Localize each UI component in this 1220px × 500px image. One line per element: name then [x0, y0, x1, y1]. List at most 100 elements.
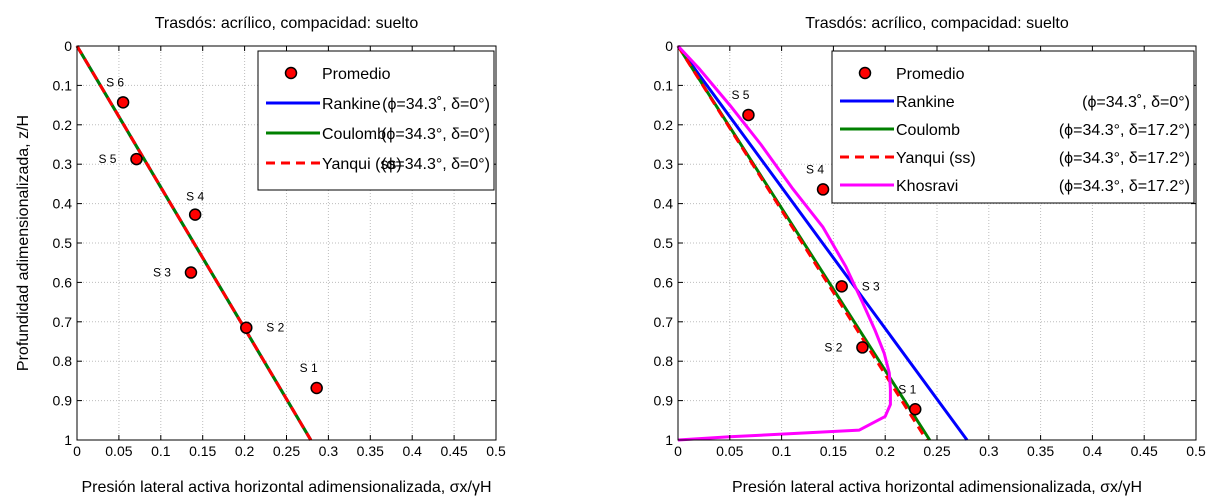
x-tick-label: 0.3: [319, 443, 339, 459]
x-tick-label: 0.15: [820, 443, 847, 459]
point-label: S 2: [266, 321, 284, 335]
data-point: [184, 266, 198, 279]
data-point: [240, 321, 253, 334]
series-line-yanqui-ss: [75, 45, 313, 441]
y-tick-label: 0.5: [53, 235, 73, 251]
legend-params: (ϕ=34.3˚, δ=0°): [1082, 94, 1190, 111]
data-point: [310, 381, 323, 395]
legend-label-promedio: Promedio: [322, 66, 391, 83]
chart-1: S 1 S 2 S 3 S 4 S 5 S 6 0 0.05 0.1 0.15 0.2 0.25 0.3…: [15, 15, 506, 496]
legend-box: [257, 50, 495, 191]
point-label: S 1: [898, 382, 916, 396]
y-tick-label: 0.2: [654, 117, 674, 133]
y-tick-label: 0.6: [53, 274, 73, 290]
data-point: [188, 208, 202, 221]
legend-params: (ϕ=34.3°, δ=17.2°): [1059, 150, 1190, 167]
legend-params: (ϕ=34.3°, δ=0°): [381, 126, 490, 143]
x-tick-label: 0.25: [923, 443, 950, 459]
legend-label-promedio: Promedio: [896, 66, 965, 83]
data-point: [742, 108, 755, 122]
y-tick-label: 0.1: [654, 77, 674, 93]
y-tick-label: 0.7: [654, 314, 674, 330]
x-tick-label: 0.1: [772, 443, 792, 459]
y-tick-label: 0.7: [53, 314, 73, 330]
x-tick-label: 0.05: [105, 443, 132, 459]
x-tick-label: 0.4: [402, 443, 422, 459]
y-tick-label: 0.4: [654, 196, 674, 212]
y-tick-label: 0: [64, 38, 72, 54]
point-label: S 5: [98, 152, 116, 166]
legend-label: Rankine: [896, 94, 955, 111]
legend-params: (ϕ=34.3˚, δ=0°): [382, 96, 490, 113]
x-tick-label: 0.45: [1131, 443, 1158, 459]
y-tick-label: 1: [64, 432, 72, 448]
legend-params: (ϕ=34.3°, δ=17.2°): [1059, 178, 1190, 195]
data-point: [116, 96, 130, 109]
x-tick-label: 0.35: [357, 443, 384, 459]
x-tick-label: 0.35: [1027, 443, 1054, 459]
series-line-rankine: [676, 45, 969, 441]
x-tick-label: 0.5: [486, 443, 506, 459]
x-tick-label: 0.1: [151, 443, 171, 459]
x-tick-label: 0: [674, 443, 682, 459]
y-tick-label: 0.3: [53, 156, 73, 172]
legend-params: (ϕ=34.3°, δ=17.2°): [1059, 122, 1190, 139]
data-point: [908, 403, 922, 416]
legend-params: (ϕ=34.3°, δ=0°): [381, 156, 490, 173]
data-point: [130, 152, 143, 166]
x-tick-label: 0.4: [1083, 443, 1103, 459]
series-line-yanqui-ss: [676, 45, 928, 441]
y-tick-label: 0.1: [53, 77, 73, 93]
legend-label: Yanqui (ss): [896, 150, 976, 167]
x-axis-label: Presión lateral activa horizontal adimen…: [732, 479, 1142, 496]
y-tick-label: 0.9: [53, 393, 73, 409]
chart-title: Trasdós: acrílico, compacidad: suelto: [155, 15, 419, 32]
y-tick-label: 1: [665, 432, 673, 448]
legend-marker-promedio: [858, 66, 872, 80]
y-tick-label: 0.3: [654, 156, 674, 172]
point-label: S 5: [731, 88, 749, 102]
legend: Promedio Rankine (ϕ=34.3˚, δ=0°) Coulomb (ϕ=…: [831, 50, 1195, 204]
chart-2: S 1 S 2 S 3 S 4 S 5 0 0.05 0.1 0.15 0.2 0.25 0.3 0.3…: [654, 15, 1206, 496]
y-tick-label: 0.6: [654, 274, 674, 290]
legend-label: Khosravi: [896, 178, 958, 195]
legend-marker-promedio: [284, 66, 298, 80]
point-label: S 2: [824, 340, 842, 354]
y-tick-label: 0.8: [53, 353, 73, 369]
point-label: S 3: [153, 266, 171, 280]
point-label: S 6: [106, 75, 124, 89]
x-axis-label: Presión lateral activa horizontal adimen…: [81, 479, 491, 496]
legend-label: Coulomb: [322, 126, 386, 143]
point-label: S 4: [186, 190, 204, 204]
legend-label: Coulomb: [896, 122, 960, 139]
x-tick-label: 0.5: [1186, 443, 1206, 459]
x-tick-label: 0.15: [189, 443, 216, 459]
y-tick-label: 0: [665, 38, 673, 54]
x-tick-label: 0.45: [440, 443, 467, 459]
chart-title: Trasdós: acrílico, compacidad: suelto: [805, 15, 1069, 32]
point-label: S 4: [806, 162, 824, 176]
x-tick-label: 0: [73, 443, 81, 459]
y-tick-label: 0.2: [53, 117, 73, 133]
point-label: S 1: [300, 361, 318, 375]
legend-label: Yanqui (ss): [322, 156, 402, 173]
y-axis-label: Profundidad adimensionalizada, z/H: [15, 115, 32, 371]
point-label: S 3: [862, 279, 880, 293]
legend-label: Rankine: [322, 96, 381, 113]
x-tick-label: 0.2: [235, 443, 255, 459]
data-point: [856, 341, 869, 354]
y-tick-label: 0.9: [654, 393, 674, 409]
x-tick-label: 0.2: [875, 443, 895, 459]
x-tick-label: 0.25: [273, 443, 300, 459]
y-tick-label: 0.4: [53, 196, 73, 212]
data-point: [816, 183, 830, 196]
x-tick-label: 0.3: [979, 443, 999, 459]
legend-box: [831, 50, 1195, 204]
x-tick-label: 0.05: [716, 443, 743, 459]
y-tick-label: 0.5: [654, 235, 674, 251]
data-point: [835, 280, 848, 293]
series-line-khosravi: [676, 44, 892, 442]
y-tick-label: 0.8: [654, 353, 674, 369]
